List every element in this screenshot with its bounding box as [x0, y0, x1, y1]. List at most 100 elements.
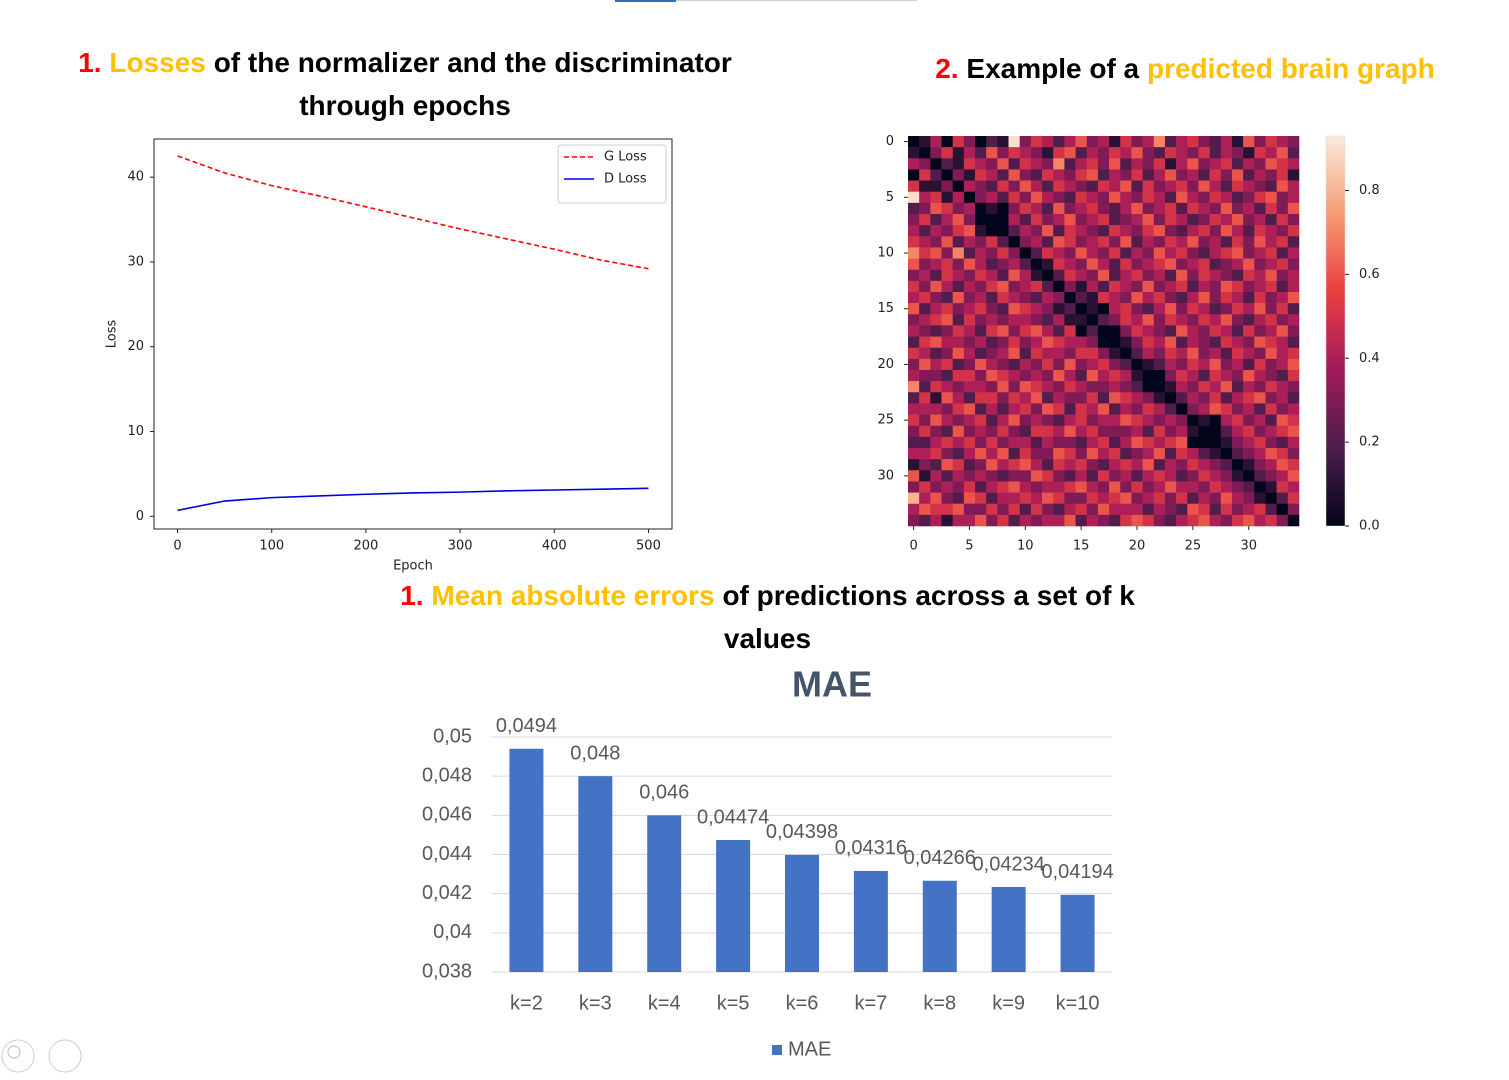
heat-cell	[1176, 258, 1188, 271]
heat-cell	[963, 258, 976, 271]
heat-cell	[1164, 225, 1177, 237]
heat-cell	[1042, 436, 1054, 449]
heat-cell	[1008, 169, 1021, 181]
heat-cell	[1243, 214, 1255, 226]
heat-cell	[1019, 325, 1032, 337]
heat-cell	[1053, 180, 1065, 193]
heat-cell	[1176, 425, 1188, 438]
heat-cell	[1008, 303, 1021, 315]
heat-cell	[1120, 481, 1132, 493]
x-tick-label: k=3	[579, 992, 612, 1014]
heat-cell	[1053, 292, 1065, 304]
heat-cell	[1254, 236, 1266, 248]
heat-cell	[986, 180, 998, 193]
y-tick-label: 25	[877, 413, 894, 428]
heat-cell	[1231, 403, 1244, 415]
heat-cell	[1019, 459, 1032, 471]
heat-cell	[1176, 202, 1188, 215]
heat-cell	[1131, 292, 1143, 304]
heat-cell	[1008, 392, 1021, 404]
bar	[1060, 894, 1095, 972]
zoom-icon[interactable]	[1, 1039, 35, 1073]
heat-cell	[1008, 514, 1021, 527]
heat-cell	[1075, 358, 1088, 371]
heat-cell	[1254, 470, 1266, 482]
heat-cell	[1209, 503, 1222, 516]
heat-cell	[1209, 158, 1222, 170]
heat-cell	[1265, 470, 1277, 482]
heat-cell	[919, 358, 931, 371]
heat-cell	[1042, 303, 1054, 315]
heat-cell	[997, 414, 1009, 427]
heat-cell	[908, 436, 920, 449]
heat-cell	[1220, 169, 1233, 181]
heat-cell	[1209, 169, 1222, 181]
heat-cell	[1142, 180, 1155, 193]
heat-cell	[1019, 403, 1032, 415]
heat-cell	[919, 470, 931, 482]
heat-cell	[1053, 191, 1065, 204]
heat-cell	[1120, 492, 1132, 505]
heat-cell	[1109, 247, 1121, 259]
heat-cell	[1075, 236, 1088, 248]
heat-cell	[963, 269, 976, 282]
heat-cell	[1030, 136, 1043, 148]
heat-cell	[1086, 481, 1099, 493]
heat-cell	[986, 503, 998, 516]
heat-cell	[1109, 358, 1121, 371]
heat-cell	[1064, 425, 1076, 438]
heat-cell	[1265, 336, 1277, 349]
heat-cell	[1220, 403, 1233, 415]
y-tick-label: 15	[877, 301, 894, 316]
heat-cell	[986, 392, 998, 404]
heat-cell	[1086, 280, 1099, 293]
heat-cell	[1008, 191, 1021, 204]
heat-cell	[1287, 381, 1300, 393]
heat-cell	[1243, 247, 1255, 259]
heat-cell	[1187, 214, 1199, 226]
heat-cell	[986, 136, 998, 148]
heat-cell	[1053, 169, 1065, 181]
heat-cell	[1209, 492, 1222, 505]
heat-cell	[1164, 347, 1177, 360]
heat-cell	[1030, 158, 1043, 170]
heat-cell	[1231, 158, 1244, 170]
heat-cell	[1097, 180, 1110, 193]
heat-cell	[930, 180, 942, 193]
x-tick-label: k=8	[923, 992, 956, 1014]
heat-cell	[1097, 258, 1110, 271]
heat-cell	[1287, 280, 1300, 293]
heat-cell	[1131, 303, 1143, 315]
heat-cell	[952, 202, 965, 215]
heat-cell	[1254, 436, 1266, 449]
heat-cell	[1164, 425, 1177, 438]
heat-cell	[986, 269, 998, 282]
heat-cell	[1231, 247, 1244, 259]
heat-cell	[1220, 347, 1233, 360]
heat-cell	[975, 403, 987, 415]
heat-cell	[941, 503, 953, 516]
heat-cell	[1265, 347, 1277, 360]
heat-cell	[1075, 492, 1088, 505]
heat-cell	[952, 280, 965, 293]
heat-cell	[1231, 202, 1244, 215]
heat-cell	[975, 325, 987, 337]
heat-cell	[919, 336, 931, 349]
heat-cell	[1187, 269, 1199, 282]
heat-cell	[1053, 336, 1065, 349]
heat-cell	[952, 225, 965, 237]
heat-cell	[1064, 325, 1076, 337]
heat-cell	[952, 247, 965, 259]
heat-cell	[1064, 392, 1076, 404]
heat-cell	[986, 358, 998, 371]
heat-cell	[1075, 414, 1088, 427]
chart-title: MAE	[792, 664, 872, 705]
heat-cell	[1187, 280, 1199, 293]
heat-cell	[1276, 347, 1289, 360]
heat-cell	[1086, 258, 1099, 271]
heat-cell	[1131, 314, 1143, 326]
plot-frame	[153, 138, 673, 530]
heat-cell	[1075, 147, 1088, 159]
more-icon[interactable]	[48, 1039, 82, 1073]
